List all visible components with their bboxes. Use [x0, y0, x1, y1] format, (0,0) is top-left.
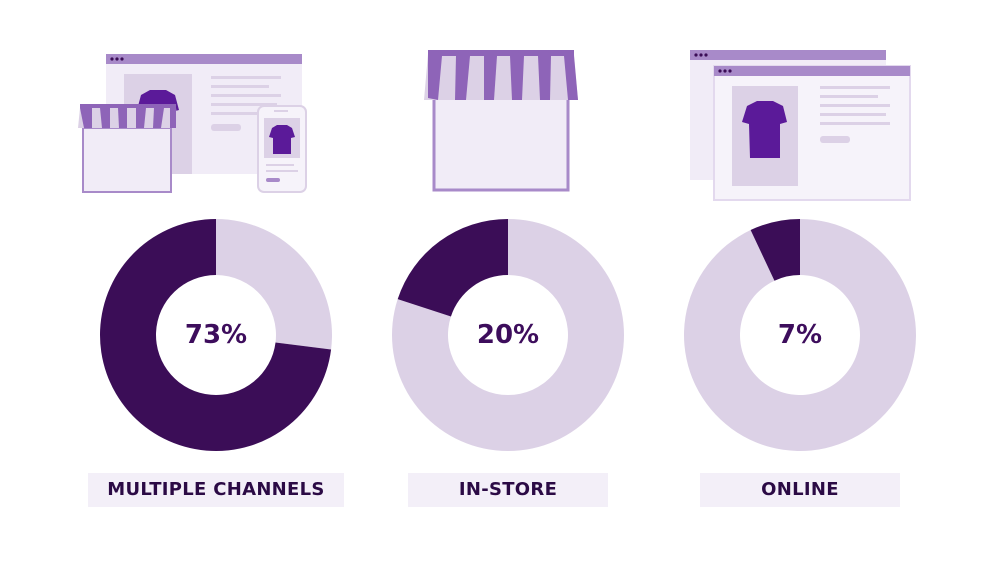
donut-value-slice	[750, 219, 800, 281]
donut-remainder-slice	[392, 219, 624, 451]
donut-remainder-slice	[684, 219, 916, 451]
donut-chart	[100, 219, 333, 452]
channel-online: 7% ONLINE	[650, 0, 950, 563]
donut-remainder-slice	[216, 219, 333, 350]
donut-value-slice	[397, 219, 508, 317]
browser-windows-illustration-icon	[690, 50, 911, 201]
percentage-label: 73%	[184, 320, 248, 350]
percentage-label: 20%	[476, 320, 540, 350]
channel-multiple: 73% MULTIPLE CHANNELS	[66, 0, 366, 563]
donut-chart	[392, 219, 624, 451]
storefront-illustration-icon	[424, 50, 578, 192]
channel-label: ONLINE	[700, 473, 900, 507]
donut-value-slice	[100, 219, 332, 452]
channel-label: MULTIPLE CHANNELS	[88, 473, 344, 507]
percentage-label: 7%	[777, 320, 823, 350]
multichannel-illustration-icon	[78, 54, 307, 193]
donut-chart	[684, 219, 916, 451]
channel-in-store: 20% IN-STORE	[358, 0, 658, 563]
channel-label: IN-STORE	[408, 473, 608, 507]
